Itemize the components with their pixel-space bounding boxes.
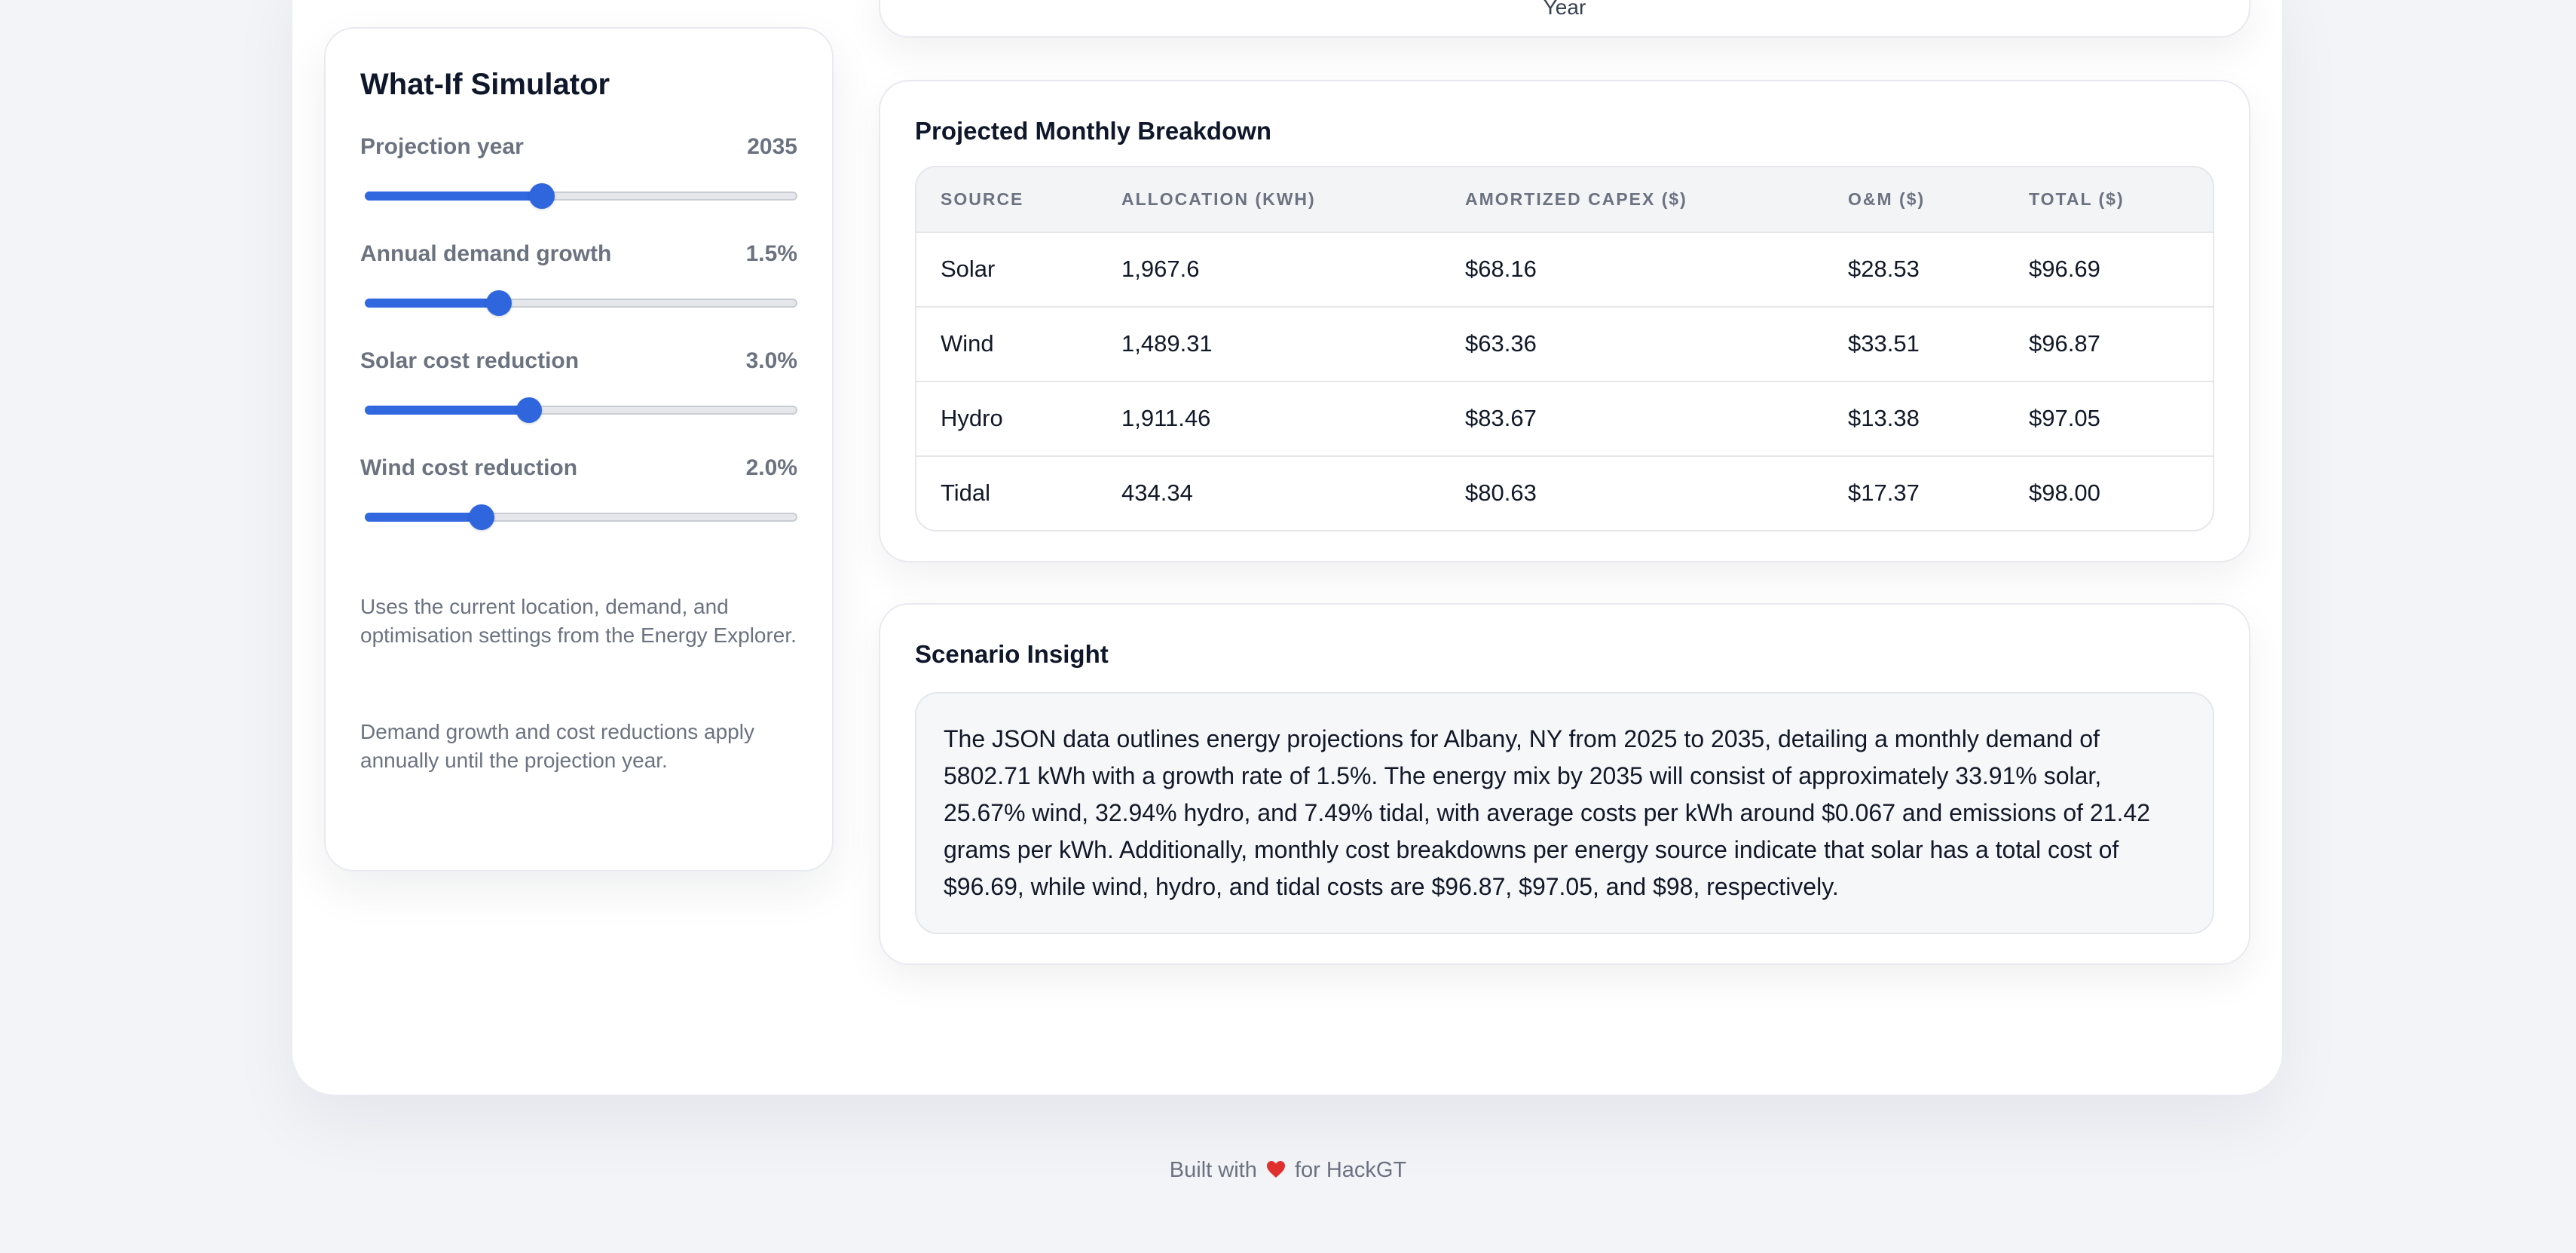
cell-total: $97.05: [2005, 381, 2213, 457]
cell-om: $28.53: [1824, 231, 2005, 308]
demand-growth-slider[interactable]: [360, 288, 797, 318]
cell-source: Wind: [916, 306, 1097, 382]
simulator-note-settings: Uses the current location, demand, and o…: [360, 595, 797, 647]
cell-capex: $80.63: [1465, 479, 1537, 507]
solar-cost-label: Solar cost reduction: [360, 348, 580, 373]
cell-allocation: 1,911.46: [1097, 381, 1441, 457]
cell-total: $98.00: [2029, 479, 2100, 507]
solar-cost-value: 3.0%: [745, 348, 797, 373]
table-row: Wind 1,489.31 $63.36 $33.51 $96.87: [916, 306, 2213, 382]
wind-cost-control: Wind cost reduction 2.0%: [360, 452, 797, 532]
cell-source: Tidal: [941, 479, 991, 507]
column-header-om: O&M ($): [1824, 167, 2005, 233]
wind-cost-slider[interactable]: [360, 502, 797, 532]
wind-cost-value: 2.0%: [745, 455, 797, 480]
column-header-capex: AMORTIZED CAPEX ($): [1441, 167, 1824, 233]
cell-capex: $68.16: [1441, 231, 1824, 308]
what-if-simulator-panel: What-If Simulator Projection year 2035 A…: [324, 27, 834, 872]
slider-fill: [365, 513, 482, 522]
wind-cost-label: Wind cost reduction: [360, 455, 578, 480]
cell-allocation: 1,967.6: [1097, 231, 1441, 308]
slider-thumb[interactable]: [485, 290, 512, 316]
projection-year-control: Projection year 2035: [360, 131, 797, 211]
column-header-source: SOURCE: [916, 167, 1097, 233]
projection-year-label: Projection year: [360, 134, 524, 159]
cell-om: $17.37: [1848, 479, 1920, 507]
slider-fill: [365, 406, 530, 415]
scenario-insight-card: Scenario Insight The JSON data outlines …: [879, 603, 2250, 965]
table-row: Hydro 1,911.46 $83.67 $13.38 $97.05: [916, 381, 2213, 457]
slider-thumb[interactable]: [468, 504, 494, 530]
breakdown-table-wrapper: SOURCE ALLOCATION (KWH) AMORTIZED CAPEX …: [915, 165, 2214, 532]
demand-growth-label: Annual demand growth: [360, 241, 612, 266]
table-row: Solar 1,967.6 $68.16 $28.53 $96.69: [916, 231, 2213, 308]
projection-year-value: 2035: [747, 134, 797, 159]
simulator-title: What-If Simulator: [360, 68, 610, 101]
simulator-note-growth: Demand growth and cost reductions apply …: [360, 720, 754, 772]
breakdown-table: SOURCE ALLOCATION (KWH) AMORTIZED CAPEX …: [916, 167, 2213, 530]
column-header-allocation: ALLOCATION (KWH): [1097, 167, 1441, 233]
cell-capex: $63.36: [1441, 306, 1824, 382]
demand-growth-value: 1.5%: [745, 241, 797, 266]
slider-thumb[interactable]: [516, 397, 543, 423]
demand-growth-control: Annual demand growth 1.5%: [360, 238, 797, 318]
cell-total: $96.69: [2005, 231, 2213, 308]
cell-om: $13.38: [1824, 381, 2005, 457]
breakdown-title: Projected Monthly Breakdown: [915, 117, 1272, 145]
heart-icon: [1266, 1161, 1285, 1178]
cell-capex: $83.67: [1441, 381, 1824, 457]
slider-thumb[interactable]: [529, 183, 555, 209]
slider-fill: [365, 299, 499, 308]
solar-cost-slider[interactable]: [360, 395, 797, 425]
insight-text: The JSON data outlines energy projection…: [915, 691, 2214, 934]
cell-source: Solar: [916, 231, 1097, 308]
insight-title: Scenario Insight: [915, 640, 1109, 668]
table-row: Tidal 434.34 $80.63 $17.37 $98.00: [916, 456, 2213, 530]
cell-source: Hydro: [916, 381, 1097, 457]
footer-text-before: Built with: [1169, 1158, 1257, 1182]
chart-card-partial: Year: [879, 0, 2250, 38]
cell-om: $33.51: [1824, 306, 2005, 382]
slider-fill: [365, 191, 543, 201]
cell-allocation: 1,489.31: [1097, 306, 1441, 382]
chart-axis-label: Year: [1543, 0, 1586, 19]
solar-cost-control: Solar cost reduction 3.0%: [360, 345, 797, 425]
column-header-total: TOTAL ($): [2005, 167, 2213, 233]
footer-text-after: for HackGT: [1294, 1158, 1407, 1182]
monthly-breakdown-card: Projected Monthly Breakdown SOURCE ALLOC…: [879, 80, 2250, 562]
projection-year-slider[interactable]: [360, 181, 797, 211]
table-header-row: SOURCE ALLOCATION (KWH) AMORTIZED CAPEX …: [916, 167, 2213, 233]
footer: Built with for HackGT: [0, 1158, 2576, 1183]
cell-allocation: 434.34: [1121, 479, 1193, 507]
cell-total: $96.87: [2005, 306, 2213, 382]
